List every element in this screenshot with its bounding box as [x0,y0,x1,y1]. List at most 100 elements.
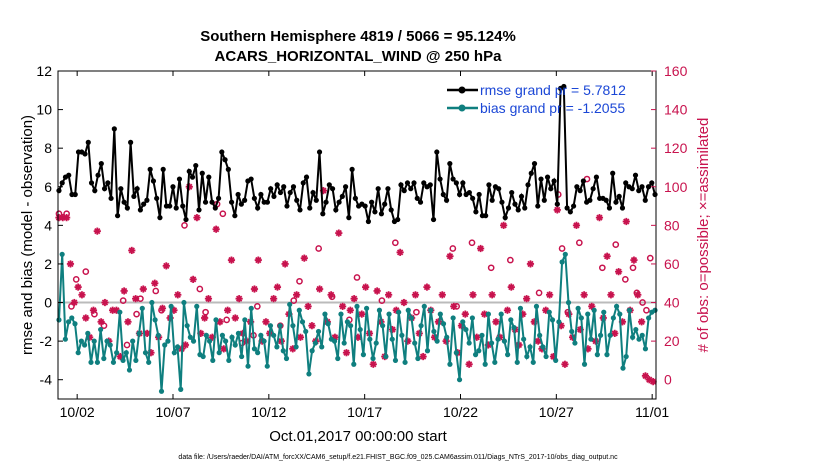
rmse-point [274,182,280,188]
x-axis: 10/02 10/07 10/12 10/17 10/22 10/27 11/01 [60,71,669,420]
obs-assimilated-point [638,318,646,326]
obs-possible-point [290,297,298,304]
bias-point [242,317,248,323]
bias-point [585,311,591,317]
rmse-point [268,186,274,192]
obs-possible-point [202,308,209,316]
obs-assimilated-point [350,295,358,303]
bias-point [476,348,482,354]
bias-point [482,361,488,367]
rmse-point [287,189,293,196]
bias-point [613,303,620,309]
obs-possible-point [353,274,361,281]
obs-assimilated-point [622,217,630,226]
rmse-point [160,166,166,172]
rmse-point [642,197,648,203]
obs-assimilated-point [201,314,209,322]
bias-point [287,301,293,308]
rmse-point [606,205,613,211]
obs-assimilated-point [507,283,515,291]
bias-point [456,377,463,383]
rmse-point [336,199,342,205]
bias-point [152,317,158,323]
bias-point [633,326,639,333]
rmse-point [574,184,580,190]
bias-point [59,251,65,257]
rmse-point [300,180,306,186]
bias-point [424,348,431,354]
bias-point [380,323,386,329]
bias-point [306,371,312,377]
obs-assimilated-point [193,214,201,222]
rmse-point [411,180,417,186]
bias-point [181,299,187,306]
rmse-point [522,205,528,211]
bias-point [69,315,75,321]
y-right-tick-label: 160 [664,63,688,79]
bias-point [229,334,235,340]
obs-assimilated-point [607,291,615,299]
bias-point [569,328,575,335]
rmse-point [232,213,238,219]
rmse-point [131,193,137,200]
obs-assimilated-point [273,283,282,291]
rmse-point [95,172,101,178]
rmse-point [398,182,404,188]
rmse-point [248,176,254,182]
rmse-point [613,199,619,205]
rmse-point [554,201,560,207]
bias-point [184,323,190,329]
rmse-point [486,182,492,188]
bias-point [174,344,181,350]
obs-assimilated-point [595,214,604,222]
obs-assimilated-point [162,262,170,270]
obs-assimilated-point [561,360,569,368]
bias-point [553,357,559,364]
y-axis-left: -4 -2 0 2 4 6 8 10 12 [36,63,63,388]
rmse-point [59,180,65,186]
x-tick-label: 10/17 [347,404,382,420]
bias-point [601,309,607,315]
bias-point [386,311,392,317]
rmse-point [375,186,381,192]
bias-point [56,317,62,323]
y-tick-label: -4 [40,372,53,388]
obs-possible-point [253,303,261,310]
y-tick-label: 8 [44,140,52,156]
bias-point [533,303,540,309]
bias-point [72,321,78,327]
bias-point [293,344,299,350]
obs-assimilated-point [231,314,239,322]
bias-point [607,332,613,338]
bias-point [646,315,652,321]
bias-point [104,338,110,344]
rmse-point [531,161,538,167]
rmse-point [502,215,508,221]
obs-possible-point [315,245,323,252]
bias-point [389,336,395,342]
bias-point [261,338,267,344]
y-right-tick-label: 0 [664,372,672,388]
bias-point [158,388,165,394]
rmse-point [649,180,655,186]
bias-point [620,365,626,371]
bias-point [210,357,216,364]
obs-possible-point [598,264,606,272]
y-right-tick-label: 120 [664,140,688,156]
bias-point [556,319,562,325]
bias-point [498,311,504,317]
obs-assimilated-point [411,291,420,299]
rmse-point [385,186,391,192]
bias-point [98,326,104,333]
bias-point [466,340,472,346]
obs-assimilated-point [262,318,270,326]
bias-point [232,342,238,348]
legend-bias-marker [458,104,466,112]
rmse-point [313,197,319,203]
rmse-point [297,207,303,213]
bias-point [514,359,520,365]
rmse-point [290,184,297,190]
bias-point [501,338,508,344]
rmse-point [202,199,209,205]
obs-assimilated-point [369,360,377,368]
